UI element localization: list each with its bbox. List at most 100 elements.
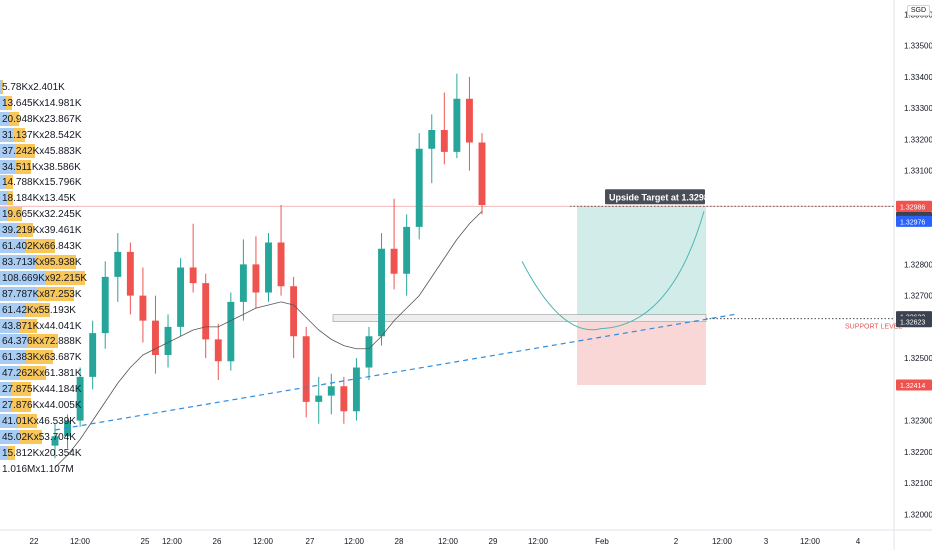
x-tick-label: 12:00 bbox=[712, 537, 733, 546]
volume-bar-buy bbox=[0, 127, 14, 142]
candle-body bbox=[265, 242, 272, 293]
volume-profile-label: 45.02Kx53.704K bbox=[2, 431, 76, 443]
volume-bar-buy bbox=[0, 334, 28, 349]
price-badge-bg bbox=[896, 215, 932, 227]
volume-profile-label: 108.669Kx92.215K bbox=[2, 272, 88, 284]
x-tick-label: 4 bbox=[856, 537, 861, 546]
upside-target-text: Upside Target at 1.3298 bbox=[609, 192, 709, 202]
volume-bar-buy bbox=[0, 318, 19, 333]
volume-bar-buy bbox=[0, 429, 20, 444]
candle-body bbox=[390, 248, 398, 274]
candle-body bbox=[365, 336, 373, 368]
x-tick-label: 12:00 bbox=[162, 537, 183, 546]
volume-profile-label: 87.787Kx87.253K bbox=[2, 288, 82, 300]
candle-body bbox=[340, 386, 348, 412]
volume-bar-sell bbox=[26, 239, 55, 253]
candle-body bbox=[126, 251, 134, 296]
volume-bar-buy bbox=[0, 445, 7, 460]
candle-body bbox=[403, 226, 411, 274]
candle-body bbox=[239, 264, 247, 302]
y-tick-label: 1.32500 bbox=[904, 354, 932, 363]
volume-bar-buy bbox=[0, 95, 6, 110]
volume-bar-buy bbox=[0, 254, 36, 269]
moving-average-line bbox=[54, 210, 483, 468]
candle-body bbox=[89, 333, 97, 377]
volume-bar-buy bbox=[0, 159, 15, 174]
volume-bar-sell bbox=[20, 366, 47, 381]
volume-profile-label: 64.376Kx72.888K bbox=[2, 336, 82, 348]
x-tick-label: 22 bbox=[30, 537, 39, 546]
candle-body bbox=[315, 395, 323, 402]
volume-bar-sell bbox=[6, 445, 16, 460]
volume-bar-buy bbox=[0, 207, 9, 222]
x-tick-label: 12:00 bbox=[800, 537, 821, 546]
volume-profile-label: 15.812Kx20.354K bbox=[2, 447, 82, 459]
x-tick-label: 27 bbox=[306, 537, 315, 546]
price-badge-bg bbox=[896, 316, 932, 328]
support-level-text: SUPPORT LEVEL bbox=[845, 324, 902, 331]
volume-bar-sell bbox=[8, 207, 23, 222]
volume-bar-sell bbox=[35, 254, 77, 269]
volume-profile-label: 34.511Kx38.586K bbox=[2, 161, 81, 173]
x-tick-label: 26 bbox=[213, 537, 222, 546]
upside-target-badge bbox=[605, 189, 705, 205]
price-badge: 1.32623 bbox=[896, 316, 932, 328]
volume-bar-buy bbox=[0, 398, 12, 412]
candle-body bbox=[277, 242, 285, 287]
volume-profile-label: 18.184Kx13.45K bbox=[2, 193, 76, 205]
price-badge-text: 1.32986 bbox=[900, 204, 925, 211]
y-tick-label: 1.33300 bbox=[904, 104, 932, 113]
volume-bar-sell bbox=[7, 191, 14, 206]
y-tick-label: 1.32100 bbox=[904, 479, 932, 488]
price-badge-text: 1.32623 bbox=[900, 320, 925, 327]
candle-body bbox=[101, 276, 109, 334]
volume-profile-label: 39.219Kx39.461K bbox=[2, 225, 82, 237]
volume-bar-buy bbox=[0, 350, 27, 365]
price-badge: 1.32414 bbox=[896, 379, 932, 391]
candle-body bbox=[302, 336, 310, 402]
volume-bar-buy bbox=[0, 302, 27, 317]
stop-zone bbox=[577, 316, 706, 385]
x-tick-label: 25 bbox=[141, 537, 150, 546]
volume-bar-sell bbox=[14, 159, 32, 174]
volume-bar-sell bbox=[46, 270, 86, 285]
candle-body bbox=[252, 264, 260, 293]
volume-bar-sell bbox=[18, 318, 38, 333]
volume-bar-sell bbox=[27, 334, 59, 349]
x-tick-label: 3 bbox=[764, 537, 769, 546]
volume-bar-sell bbox=[15, 143, 36, 158]
y-tick-label: 1.33500 bbox=[904, 42, 932, 51]
y-tick-label: 1.32800 bbox=[904, 260, 932, 269]
x-tick-label: 29 bbox=[489, 537, 498, 546]
volume-bar-sell bbox=[6, 175, 13, 190]
volume-bar-sell bbox=[2, 80, 4, 94]
currency-label[interactable]: SGD bbox=[906, 5, 930, 16]
volume-profile-label: 20.948Kx23.867K bbox=[2, 113, 82, 125]
support-box bbox=[332, 314, 707, 322]
x-tick-label: 12:00 bbox=[253, 537, 274, 546]
volume-profile-label: 37.242Kx45.883K bbox=[2, 145, 82, 157]
y-tick-label: 1.33400 bbox=[904, 73, 932, 82]
price-badge-bg bbox=[896, 200, 932, 212]
trendline bbox=[54, 313, 737, 431]
volume-bar-buy bbox=[0, 175, 7, 190]
volume-bar-sell bbox=[13, 127, 26, 142]
volume-profile-label: 19.665Kx32.245K bbox=[2, 209, 82, 221]
candle-body bbox=[202, 283, 210, 340]
volume-profile-label: 43.871Kx44.041K bbox=[2, 320, 82, 332]
candle-body bbox=[428, 130, 436, 149]
price-badge: 1.32976 bbox=[896, 215, 932, 227]
price-badge-text: 1.32414 bbox=[900, 383, 925, 390]
candle-body bbox=[227, 301, 235, 362]
candle-body bbox=[177, 267, 185, 327]
candle-body bbox=[76, 376, 84, 421]
volume-bar-buy bbox=[0, 80, 3, 94]
volume-profile-label: 61.383Kx63.687K bbox=[2, 352, 82, 364]
volume-bar-buy bbox=[0, 382, 12, 397]
y-tick-label: 1.33100 bbox=[904, 167, 932, 176]
candle-body bbox=[164, 326, 172, 355]
volume-profile-label: 47.262Kx61.381K bbox=[2, 368, 82, 380]
candle-body bbox=[453, 98, 461, 152]
